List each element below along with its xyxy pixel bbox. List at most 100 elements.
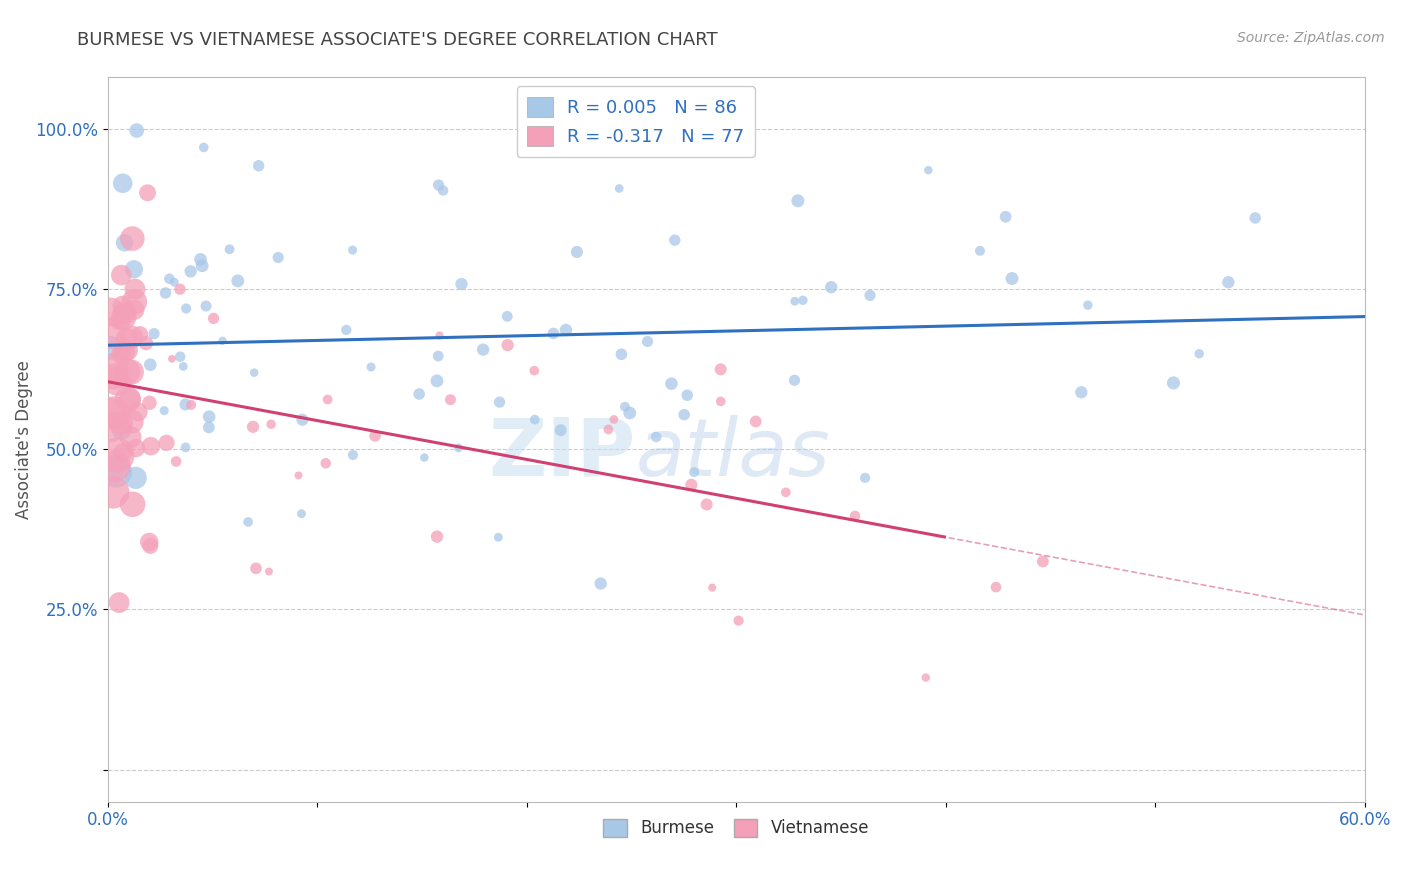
Point <box>169 282 191 296</box>
Point <box>127 405 149 419</box>
Point <box>610 347 633 361</box>
Point <box>115 332 138 346</box>
Point <box>472 343 495 357</box>
Point <box>124 302 146 317</box>
Y-axis label: Associate's Degree: Associate's Degree <box>15 360 32 519</box>
Point <box>195 299 218 313</box>
Point <box>120 365 142 379</box>
Point <box>496 310 519 324</box>
Point <box>792 293 814 308</box>
Point <box>859 288 882 302</box>
Point <box>139 539 162 553</box>
Point <box>105 375 128 389</box>
Point <box>143 326 166 341</box>
Point <box>218 242 240 256</box>
Point <box>174 441 197 455</box>
Point <box>135 336 157 351</box>
Text: Source: ZipAtlas.com: Source: ZipAtlas.com <box>1237 31 1385 45</box>
Point <box>115 365 138 379</box>
Point <box>169 350 191 364</box>
Point <box>523 364 546 378</box>
Point <box>681 478 703 492</box>
Point <box>165 454 187 468</box>
Point <box>236 515 259 529</box>
Point <box>603 412 626 426</box>
Point <box>969 244 991 258</box>
Point <box>427 178 450 192</box>
Point <box>589 576 612 591</box>
Point <box>661 376 683 391</box>
Point <box>125 471 148 485</box>
Point <box>820 280 842 294</box>
Point <box>120 330 142 344</box>
Point <box>844 508 866 523</box>
Point <box>101 485 124 500</box>
Point <box>247 159 270 173</box>
Point <box>174 397 197 411</box>
Point <box>117 343 139 358</box>
Point <box>710 362 733 376</box>
Point <box>125 123 148 137</box>
Point <box>157 271 180 285</box>
Point <box>786 194 808 208</box>
Point <box>243 366 266 380</box>
Point <box>111 299 134 313</box>
Text: atlas: atlas <box>636 415 831 493</box>
Point <box>120 430 142 444</box>
Point <box>287 468 309 483</box>
Point <box>290 507 312 521</box>
Point <box>450 277 472 291</box>
Point <box>426 374 449 388</box>
Point <box>447 441 470 455</box>
Point <box>1244 211 1267 225</box>
Point <box>984 580 1007 594</box>
Point <box>439 392 461 407</box>
Point <box>138 396 160 410</box>
Point <box>550 423 572 437</box>
Point <box>105 448 128 462</box>
Point <box>664 233 686 247</box>
Point <box>1163 376 1185 390</box>
Point <box>105 465 128 479</box>
Point <box>745 415 768 429</box>
Point <box>114 235 136 250</box>
Point <box>413 450 436 465</box>
Point <box>98 341 121 355</box>
Point <box>408 387 430 401</box>
Point <box>103 360 125 375</box>
Point <box>180 398 202 412</box>
Point <box>432 184 454 198</box>
Point <box>211 334 233 348</box>
Point <box>1032 554 1054 568</box>
Point <box>426 530 449 544</box>
Point <box>565 244 588 259</box>
Point <box>98 326 121 341</box>
Point <box>316 392 339 407</box>
Text: ZIP: ZIP <box>488 415 636 493</box>
Point <box>783 373 806 387</box>
Point <box>112 344 135 359</box>
Point <box>619 406 641 420</box>
Point <box>486 530 509 544</box>
Point <box>198 420 221 434</box>
Point <box>917 163 939 178</box>
Point <box>124 282 146 296</box>
Point <box>1070 385 1092 400</box>
Point <box>160 351 183 366</box>
Point <box>429 328 451 343</box>
Point <box>174 301 197 316</box>
Point <box>125 441 148 455</box>
Point <box>607 181 630 195</box>
Point <box>103 406 125 420</box>
Point <box>914 671 936 685</box>
Point <box>543 326 565 341</box>
Point <box>193 140 215 154</box>
Point <box>190 252 212 267</box>
Point <box>226 274 249 288</box>
Point <box>853 471 876 485</box>
Point <box>598 422 620 436</box>
Point <box>775 485 797 500</box>
Point <box>364 429 387 443</box>
Point <box>676 388 699 402</box>
Point <box>669 136 692 151</box>
